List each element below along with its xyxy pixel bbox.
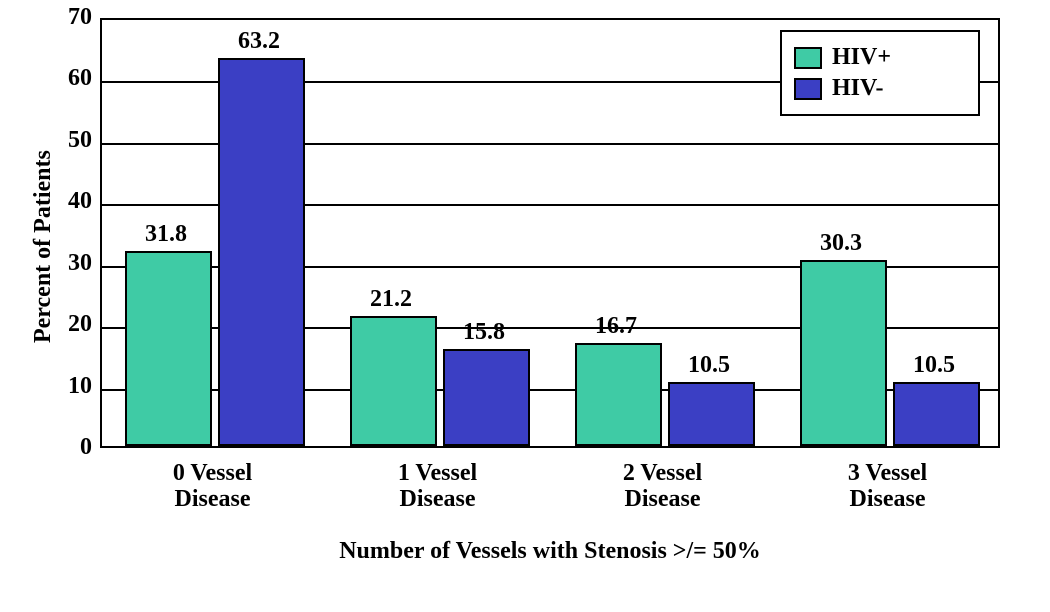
bar-HIVpos-0 bbox=[125, 251, 212, 446]
bar-HIVneg-0 bbox=[218, 58, 305, 446]
y-tick-label: 10 bbox=[42, 373, 92, 400]
bar-value-label: 10.5 bbox=[651, 352, 768, 379]
vessel-disease-chart: Percent of Patients Number of Vessels wi… bbox=[0, 0, 1050, 612]
y-tick-label: 20 bbox=[42, 311, 92, 338]
legend-item: HIV+ bbox=[794, 44, 964, 71]
legend: HIV+ HIV- bbox=[780, 30, 980, 116]
legend-label: HIV+ bbox=[832, 44, 891, 71]
x-category-label: 2 VesselDisease bbox=[550, 460, 775, 513]
bar-HIVneg-1 bbox=[443, 349, 530, 446]
bar-value-label: 21.2 bbox=[333, 286, 450, 313]
bar-value-label: 10.5 bbox=[876, 352, 993, 379]
legend-swatch bbox=[794, 78, 822, 100]
y-tick-label: 70 bbox=[42, 4, 92, 31]
y-tick-label: 30 bbox=[42, 250, 92, 277]
legend-label: HIV- bbox=[832, 75, 884, 102]
y-tick-label: 40 bbox=[42, 188, 92, 215]
bar-value-label: 31.8 bbox=[108, 221, 225, 248]
x-category-label: 3 VesselDisease bbox=[775, 460, 1000, 513]
bar-HIVpos-1 bbox=[350, 316, 437, 446]
x-axis-title: Number of Vessels with Stenosis >/= 50% bbox=[100, 538, 1000, 565]
bar-HIVneg-3 bbox=[893, 382, 980, 447]
legend-item: HIV- bbox=[794, 75, 964, 102]
legend-swatch bbox=[794, 47, 822, 69]
bar-value-label: 63.2 bbox=[201, 28, 318, 55]
y-tick-label: 60 bbox=[42, 65, 92, 92]
bar-HIVpos-3 bbox=[800, 260, 887, 446]
x-category-label: 0 VesselDisease bbox=[100, 460, 325, 513]
x-category-label: 1 VesselDisease bbox=[325, 460, 550, 513]
bar-HIVneg-2 bbox=[668, 382, 755, 447]
y-tick-label: 50 bbox=[42, 127, 92, 154]
y-tick-label: 0 bbox=[42, 434, 92, 461]
bar-HIVpos-2 bbox=[575, 343, 662, 446]
bar-value-label: 16.7 bbox=[558, 313, 675, 340]
bar-value-label: 15.8 bbox=[426, 319, 543, 346]
bar-value-label: 30.3 bbox=[783, 230, 900, 257]
